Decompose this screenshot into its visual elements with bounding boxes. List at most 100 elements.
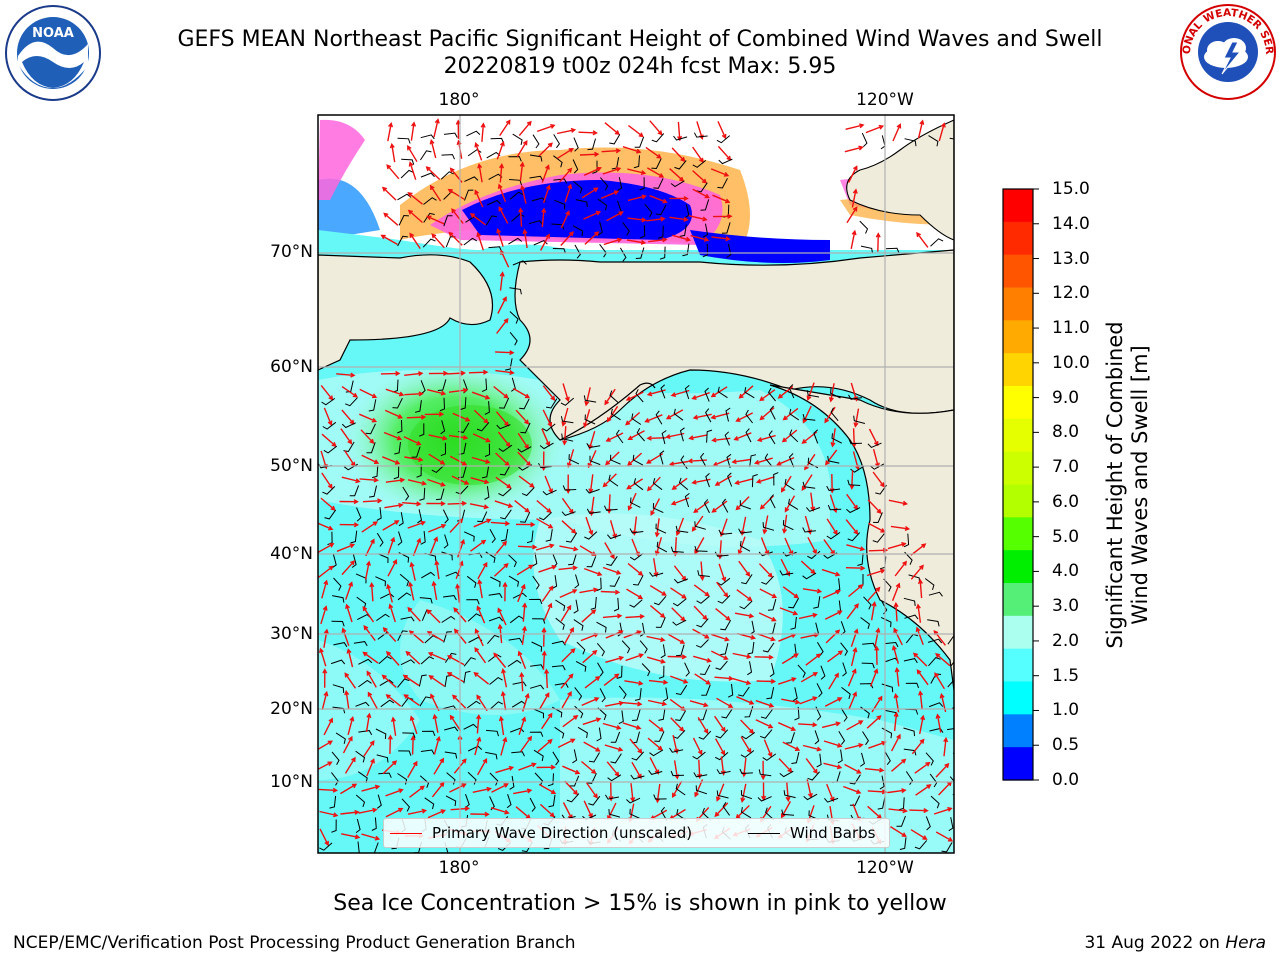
colorbar-tick-label: 15.0: [1052, 179, 1090, 199]
wave-direction-arrow: [491, 783, 509, 793]
wind-barb: [418, 674, 427, 687]
wind-barb: [616, 200, 622, 215]
wave-direction-arrow: [477, 561, 488, 580]
lat-label-20n: 20°N: [270, 699, 313, 719]
wave-direction-arrow: [824, 697, 843, 707]
wind-barb: [744, 706, 754, 718]
wind-barb: [807, 771, 820, 781]
wave-direction-arrow: [844, 743, 864, 750]
wind-barb: [813, 429, 819, 444]
wind-barb: [397, 592, 412, 601]
wind-barb: [684, 493, 690, 508]
wind-barb: [716, 577, 731, 586]
wave-direction-arrow: [425, 166, 441, 181]
wind-barb: [762, 522, 775, 531]
wind-barb: [806, 390, 820, 398]
wave-direction-arrow: [469, 503, 490, 510]
wave-direction-arrow: [781, 429, 798, 443]
wave-direction-arrow: [654, 518, 660, 538]
wave-direction-arrow: [581, 760, 597, 775]
wind-barb: [679, 427, 685, 442]
wave-direction-arrow: [495, 350, 515, 356]
wind-barb: [679, 224, 687, 237]
wave-direction-arrow: [845, 565, 866, 571]
wind-barb: [840, 642, 849, 656]
wave-direction-arrow: [583, 567, 603, 577]
wind-barb: [414, 400, 422, 413]
wind-barb: [791, 751, 800, 764]
wind-barb: [739, 600, 753, 610]
wind-barb: [722, 802, 731, 816]
land-north-america: [769, 384, 954, 691]
wind-barb: [758, 551, 773, 557]
wind-barb: [860, 617, 870, 630]
wind-barb: [745, 428, 752, 443]
wave-direction-arrow: [387, 559, 398, 577]
wave-direction-arrow: [499, 271, 505, 291]
wind-barb: [322, 421, 337, 430]
wave-direction-arrow: [888, 499, 909, 506]
wind-barb: [332, 684, 345, 693]
wind-barb: [678, 477, 689, 491]
wave-direction-arrow: [366, 670, 377, 688]
wave-direction-arrow: [344, 689, 350, 710]
wave-direction-arrow: [934, 672, 945, 690]
wind-barb: [509, 191, 524, 200]
wind-barb: [725, 407, 731, 422]
wind-barb: [322, 486, 336, 495]
wind-barb: [714, 551, 729, 557]
wave-direction-arrow: [490, 520, 511, 527]
colorbar-tick-label: 1.5: [1052, 665, 1080, 686]
wave-direction-arrow: [649, 605, 666, 619]
wave-direction-arrow: [802, 588, 823, 594]
land-siberia: [318, 254, 494, 371]
wind-barb: [397, 678, 410, 688]
wave-direction-arrow: [563, 627, 574, 645]
wind-barb: [655, 410, 663, 425]
wave-direction-arrow: [385, 788, 404, 797]
colorbar-swatch: [1003, 714, 1033, 748]
wave-direction-arrow: [807, 536, 817, 555]
wind-barb: [528, 220, 543, 225]
wave-direction-arrow: [850, 628, 859, 647]
vector-field: [318, 118, 954, 853]
chukchi-water: [318, 230, 480, 252]
wave-direction-arrow: [822, 589, 841, 599]
wave-direction-arrow: [362, 605, 375, 623]
wave-direction-arrow: [631, 761, 642, 780]
wave-direction-arrow: [541, 207, 547, 227]
wind-barb: [552, 248, 567, 254]
wind-barb: [355, 818, 361, 833]
wind-barb: [463, 531, 475, 542]
wave-direction-arrow: [800, 672, 819, 683]
wave-direction-arrow: [412, 537, 422, 557]
wind-barb: [899, 837, 907, 850]
wind-barb: [596, 727, 602, 742]
wave-direction-arrow: [407, 209, 423, 224]
wind-barb: [358, 658, 373, 665]
wave-direction-arrow: [541, 712, 553, 730]
wave-direction-arrow: [625, 391, 644, 401]
wave-direction-arrow: [584, 231, 600, 245]
wind-barb: [586, 556, 597, 568]
wave-direction-arrow: [346, 648, 354, 668]
wave-direction-arrow: [687, 458, 707, 464]
wave-direction-arrow: [802, 405, 812, 424]
wind-barb: [444, 652, 457, 663]
wind-barb: [699, 664, 711, 676]
wave-direction-arrow: [558, 565, 578, 571]
wave-direction-arrow: [935, 762, 950, 778]
wave-direction-arrow: [447, 500, 468, 506]
wind-barb: [790, 616, 797, 630]
wind-barb: [617, 177, 623, 192]
wave-direction-arrow: [756, 678, 777, 684]
wave-direction-arrow: [385, 807, 404, 818]
wind-barb: [335, 732, 346, 744]
wind-barb: [505, 358, 513, 371]
wave-direction-arrow: [541, 627, 547, 647]
wind-barb: [417, 509, 423, 524]
wind-barb: [914, 840, 928, 850]
nws-logo-icon: NATIONAL WEATHER SERVICE: [1178, 2, 1276, 100]
wave-direction-arrow: [691, 392, 710, 400]
